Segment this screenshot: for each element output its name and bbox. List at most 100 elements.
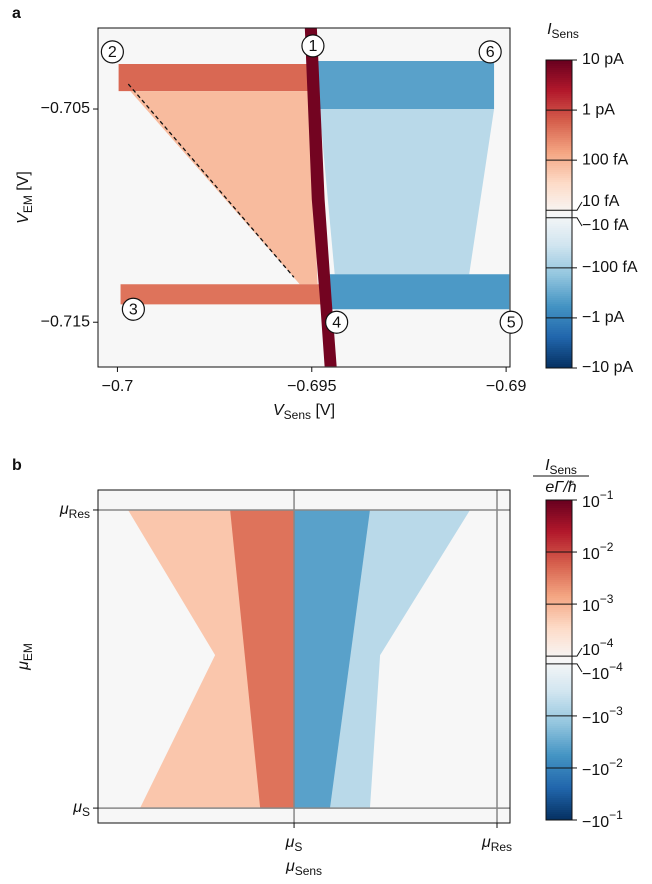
- colorbar-cell: [546, 242, 572, 245]
- colorbar-cell: [546, 748, 572, 751]
- colorbar-cell: [546, 654, 572, 657]
- x-tick-label-part: Res: [491, 840, 512, 854]
- colorbar-tick-label: −10−4: [582, 660, 623, 683]
- colorbar-tick-label: −10 pA: [582, 359, 633, 376]
- colorbar-cell: [546, 170, 572, 173]
- colorbar-cell: [546, 802, 572, 805]
- colorbar-cell: [546, 724, 572, 727]
- colorbar-cell: [546, 780, 572, 783]
- colorbar-cell: [546, 508, 572, 511]
- colorbar-cell: [546, 626, 572, 629]
- plot-frame: [97, 27, 511, 368]
- colorbar-cell: [546, 260, 572, 263]
- colorbar-cell: [546, 196, 572, 199]
- colorbar-cell: [546, 790, 572, 793]
- colorbar-tick-label-part: −3: [600, 592, 614, 606]
- colorbar-cell: [546, 92, 572, 95]
- colorbar-cell: [546, 668, 572, 671]
- colorbar-cell: [546, 730, 572, 733]
- colorbar-cell: [546, 98, 572, 101]
- colorbar-cell: [546, 244, 572, 247]
- heatmap-region: [304, 28, 337, 367]
- colorbar-cell: [546, 582, 572, 585]
- colorbar-cell: [546, 606, 572, 609]
- colorbar-cell: [546, 202, 572, 205]
- colorbar-tick-label: −10−1: [582, 808, 623, 831]
- colorbar-tick-label-part: −10: [582, 666, 609, 683]
- colorbar-cell: [546, 598, 572, 601]
- colorbar-cell: [546, 616, 572, 619]
- colorbar-cell: [546, 782, 572, 785]
- colorbar-cell: [546, 142, 572, 145]
- colorbar-cell: [546, 330, 572, 333]
- colorbar-title: ISens: [547, 21, 579, 41]
- colorbar-cell: [546, 646, 572, 649]
- y-axis-label: VEM [V]: [15, 171, 35, 224]
- y-tick-label-part: Res: [69, 507, 90, 521]
- colorbar-cell: [546, 212, 572, 215]
- colorbar-cell: [546, 364, 572, 367]
- colorbar-cell: [546, 96, 572, 99]
- colorbar-cell: [546, 580, 572, 583]
- colorbar-cell: [546, 288, 572, 291]
- colorbar-cell: [546, 94, 572, 97]
- colorbar-cell: [546, 760, 572, 763]
- colorbar-cell: [546, 732, 572, 735]
- colorbar-tick-label-part: −10: [582, 814, 609, 831]
- x-tick-label-part: μ: [481, 834, 491, 851]
- colorbar-cell: [546, 506, 572, 509]
- colorbar-cell: [546, 182, 572, 185]
- colorbar-tick-label: 10−1: [582, 488, 614, 511]
- colorbar-cell: [546, 610, 572, 613]
- colorbar-title-part: Sens: [552, 27, 579, 41]
- colorbar-cell: [546, 714, 572, 717]
- colorbar-cell: [546, 146, 572, 149]
- colorbar-cell: [546, 608, 572, 611]
- colorbar-cell: [546, 800, 572, 803]
- colorbar-cell: [546, 186, 572, 189]
- colorbar-cell: [546, 280, 572, 283]
- colorbar-title-part: Sens: [550, 463, 577, 477]
- colorbar-cell: [546, 254, 572, 257]
- colorbar-cell: [546, 522, 572, 525]
- colorbar-cell: [546, 636, 572, 639]
- colorbar-cell: [546, 640, 572, 643]
- colorbar-cell: [546, 160, 572, 163]
- colorbar-cell: [546, 588, 572, 591]
- colorbar-cell: [546, 746, 572, 749]
- colorbar-cell: [546, 548, 572, 551]
- colorbar-cell: [546, 736, 572, 739]
- colorbar-cell: [546, 176, 572, 179]
- y-tick-label-part: μ: [72, 799, 82, 816]
- heatmap-region: [230, 509, 295, 809]
- colorbar-cell: [546, 126, 572, 129]
- colorbar-cell: [546, 702, 572, 705]
- colorbar-cell: [546, 294, 572, 297]
- colorbar-cell: [546, 528, 572, 531]
- colorbar-cell: [546, 572, 572, 575]
- colorbar-cell: [546, 68, 572, 71]
- colorbar-cell: [546, 676, 572, 679]
- x-tick-label: −0.69: [486, 378, 527, 395]
- colorbar-cell: [546, 264, 572, 267]
- colorbar-title-part: I: [545, 457, 550, 474]
- colorbar-cell: [546, 214, 572, 217]
- colorbar-cell: [546, 698, 572, 701]
- colorbar-cell: [546, 552, 572, 555]
- colorbar-cell: [546, 566, 572, 569]
- colorbar-cell: [546, 274, 572, 277]
- colorbar-cell: [546, 206, 572, 209]
- colorbar-cell: [546, 558, 572, 561]
- panel-letter: a: [12, 5, 21, 22]
- colorbar-cell: [546, 530, 572, 533]
- colorbar-tick-label-part: −4: [600, 636, 614, 650]
- colorbar-cell: [546, 556, 572, 559]
- colorbar-cell: [546, 350, 572, 353]
- x-tick-label-part: μ: [285, 834, 295, 851]
- colorbar-cell: [546, 720, 572, 723]
- colorbar-cell: [546, 238, 572, 241]
- colorbar-cell: [546, 88, 572, 91]
- colorbar-cell: [546, 62, 572, 65]
- colorbar-cell: [546, 752, 572, 755]
- colorbar-cell: [546, 726, 572, 729]
